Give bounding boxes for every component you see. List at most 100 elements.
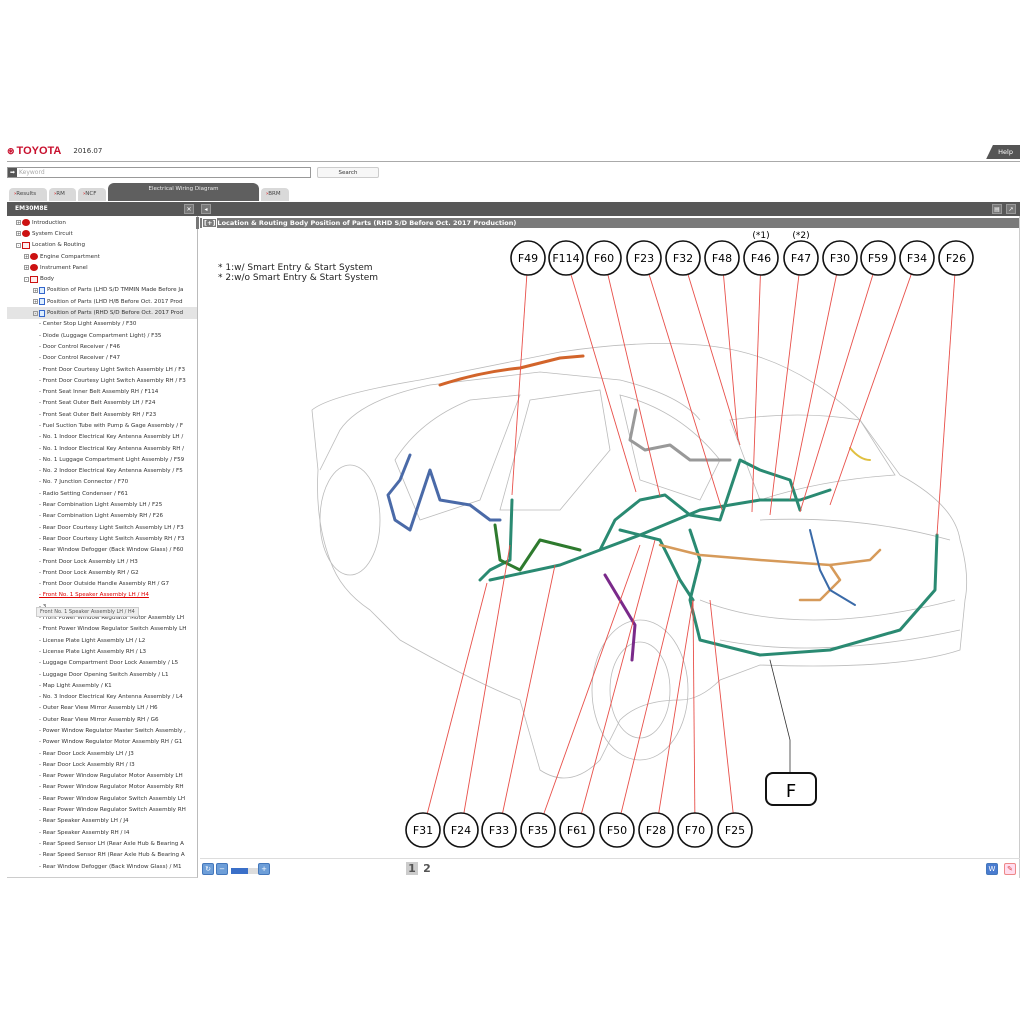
tab-results[interactable]: ›Results: [9, 188, 47, 201]
tree-item[interactable]: - Fuel Suction Tube with Pump & Gage Ass…: [7, 420, 197, 431]
tree-item[interactable]: - Rear Speaker Assembly LH / J4: [7, 816, 197, 827]
tree-item[interactable]: - Front Door Outside Handle Assembly RH …: [7, 579, 197, 590]
expand-icon[interactable]: +: [33, 287, 38, 293]
tree-item[interactable]: + Position of Parts (LHD S/D TMMIN Made B…: [7, 285, 197, 296]
tree-item[interactable]: - Front No. 1 Speaker Assembly LH / H4: [7, 590, 197, 601]
tree-item[interactable]: - Outer Rear View Mirror Assembly LH / H…: [7, 703, 197, 714]
expand-icon[interactable]: +: [16, 220, 21, 226]
leader-line: [511, 257, 529, 496]
zoom-out-icon[interactable]: −: [216, 863, 228, 875]
tree-item[interactable]: - Rear Speaker Assembly RH / I4: [7, 827, 197, 838]
search-button[interactable]: Search: [317, 167, 379, 178]
tree-item[interactable]: + Engine Compartment: [7, 251, 197, 262]
callout-f50: F50: [599, 579, 679, 848]
page-1[interactable]: 1: [406, 862, 418, 875]
tree-item-label: Position of Parts (RHD S/D Before Oct. 2…: [47, 310, 184, 317]
tree-item[interactable]: - Door Control Receiver / F47: [7, 353, 197, 364]
tree-item[interactable]: - Front Seat Outer Belt Assembly LH / F2…: [7, 398, 197, 409]
zoom-slider[interactable]: [231, 868, 259, 874]
tree-item[interactable]: - Rear Window Defogger (Back Window Glas…: [7, 861, 197, 872]
tree-item[interactable]: - Location & Routing: [7, 240, 197, 251]
tree-item[interactable]: - Front Seat Inner Belt Assembly RH / F1…: [7, 386, 197, 397]
tree-item[interactable]: - Rear Door Lock Assembly RH / I3: [7, 759, 197, 770]
collapse-icon[interactable]: -: [24, 276, 29, 282]
expand-icon[interactable]: +: [16, 231, 21, 237]
close-icon[interactable]: ✕: [184, 204, 194, 214]
tree-item[interactable]: - No. 1 Indoor Electrical Key Antenna As…: [7, 432, 197, 443]
tree-item[interactable]: - Rear Door Courtesy Light Switch Assemb…: [7, 533, 197, 544]
tree-item[interactable]: - Rear Power Window Regulator Switch Ass…: [7, 793, 197, 804]
tree-item[interactable]: - License Plate Light Assembly LH / L2: [7, 635, 197, 646]
tree-item[interactable]: - License Plate Light Assembly RH / L3: [7, 646, 197, 657]
expand-icon[interactable]: +: [24, 265, 29, 271]
tree-item[interactable]: - Front Door Courtesy Light Switch Assem…: [7, 364, 197, 375]
tree-item[interactable]: + System Circuit: [7, 228, 197, 239]
tree-item[interactable]: - Body: [7, 273, 197, 284]
expand-icon[interactable]: +: [24, 254, 29, 260]
tree-item[interactable]: - Rear Power Window Regulator Motor Asse…: [7, 771, 197, 782]
zoom-in-icon[interactable]: +: [258, 863, 270, 875]
tree-item[interactable]: - Outer Rear View Mirror Assembly RH / G…: [7, 714, 197, 725]
leader-line: [692, 599, 696, 831]
tree-item[interactable]: - No. 2 Indoor Electrical Key Antenna As…: [7, 466, 197, 477]
print-icon[interactable]: ▤: [992, 204, 1002, 214]
tree-item[interactable]: - Front Power Window Regulator Switch As…: [7, 624, 197, 635]
word-export-icon[interactable]: W: [986, 863, 998, 875]
tree-item-label: - Rear Speed Sensor RH (Rear Axle Hub & …: [39, 852, 185, 859]
tree-item[interactable]: - Rear Window Defogger (Back Window Glas…: [7, 545, 197, 556]
tree-item[interactable]: - Power Window Regulator Motor Assembly …: [7, 737, 197, 748]
collapse-icon[interactable]: ◂: [201, 204, 211, 214]
tree-item[interactable]: - Map Light Assembly / K1: [7, 680, 197, 691]
tab-ncf[interactable]: ›NCF: [78, 188, 106, 201]
tree-item[interactable]: - Rear Speed Sensor LH (Rear Axle Hub & …: [7, 838, 197, 849]
callout-label: F23: [634, 252, 654, 265]
tree-item[interactable]: - Front Door Lock Assembly RH / G2: [7, 567, 197, 578]
tree-item[interactable]: - No. 1 Luggage Compartment Light Assemb…: [7, 454, 197, 465]
tree-item[interactable]: - 3: [7, 601, 197, 612]
help-button[interactable]: Help: [986, 145, 1020, 159]
tree-item[interactable]: - Door Control Receiver / F46: [7, 341, 197, 352]
gray-harness: [628, 408, 732, 462]
tree-item[interactable]: - No. 7 Junction Connector / F70: [7, 477, 197, 488]
tree-item[interactable]: - Position of Parts (RHD S/D Before Oct. …: [7, 307, 197, 319]
tree-item[interactable]: - Front Seat Outer Belt Assembly RH / F2…: [7, 409, 197, 420]
tree-item[interactable]: - Front Power Window Regulator Motor Ass…: [7, 612, 197, 623]
reset-zoom-icon[interactable]: ↻: [202, 863, 214, 875]
tree-item[interactable]: - Rear Speed Sensor RH (Rear Axle Hub & …: [7, 850, 197, 861]
comment-icon[interactable]: ✎: [1004, 863, 1016, 875]
page-2[interactable]: 2: [423, 862, 431, 875]
tree-item[interactable]: - No. 3 Indoor Electrical Key Antenna As…: [7, 691, 197, 702]
collapse-icon[interactable]: -: [33, 310, 38, 316]
tab-rm[interactable]: ›RM: [49, 188, 76, 201]
tree-item[interactable]: - Rear Door Courtesy Light Switch Assemb…: [7, 522, 197, 533]
tree-item[interactable]: - Front Door Courtesy Light Switch Assem…: [7, 375, 197, 386]
tree-item[interactable]: + Instrument Panel: [7, 262, 197, 273]
tree-item[interactable]: - Center Stop Light Assembly / F30: [7, 319, 197, 330]
tree-scrollbar[interactable]: [196, 217, 199, 229]
tree-item[interactable]: - Rear Combination Light Assembly LH / F…: [7, 499, 197, 510]
tree-item[interactable]: + Introduction: [7, 217, 197, 228]
export-icon[interactable]: ↗: [1006, 204, 1016, 214]
expand-icon[interactable]: +: [33, 299, 38, 305]
tree-item-label: - Rear Window Defogger (Back Window Glas…: [39, 547, 184, 554]
keyword-input[interactable]: ➡ Keyword: [7, 167, 311, 178]
tree-item[interactable]: - Rear Combination Light Assembly RH / F…: [7, 511, 197, 522]
tree-item[interactable]: - Power Window Regulator Master Switch A…: [7, 725, 197, 736]
tree-item[interactable]: - Diode (Luggage Compartment Light) / F3…: [7, 330, 197, 341]
tab-brm[interactable]: ›BRM: [261, 188, 289, 201]
tree-item[interactable]: - Luggage Door Opening Switch Assembly /…: [7, 669, 197, 680]
door-harness: [386, 453, 502, 532]
tree-item[interactable]: - Rear Power Window Regulator Motor Asse…: [7, 782, 197, 793]
tree-item[interactable]: - Rear Power Window Regulator Switch Ass…: [7, 804, 197, 815]
callout-f59: F59: [799, 240, 896, 513]
tree-item[interactable]: - Front Door Lock Assembly LH / H3: [7, 556, 197, 567]
tree-item[interactable]: + Position of Parts (LHD H/B Before Oct. …: [7, 296, 197, 307]
collapse-icon[interactable]: -: [16, 242, 21, 248]
expand-button[interactable]: [+]: [202, 218, 218, 228]
tree-item[interactable]: - Rear Door Lock Assembly LH / J3: [7, 748, 197, 759]
tree-item[interactable]: - No. 1 Indoor Electrical Key Antenna As…: [7, 443, 197, 454]
tree-item[interactable]: - Radio Setting Condenser / F61: [7, 488, 197, 499]
tree-item[interactable]: - Luggage Compartment Door Lock Assembly…: [7, 658, 197, 669]
callout-circle: [481, 812, 517, 848]
tab-electrical-wiring-diagram[interactable]: Electrical Wiring Diagram: [108, 183, 259, 201]
